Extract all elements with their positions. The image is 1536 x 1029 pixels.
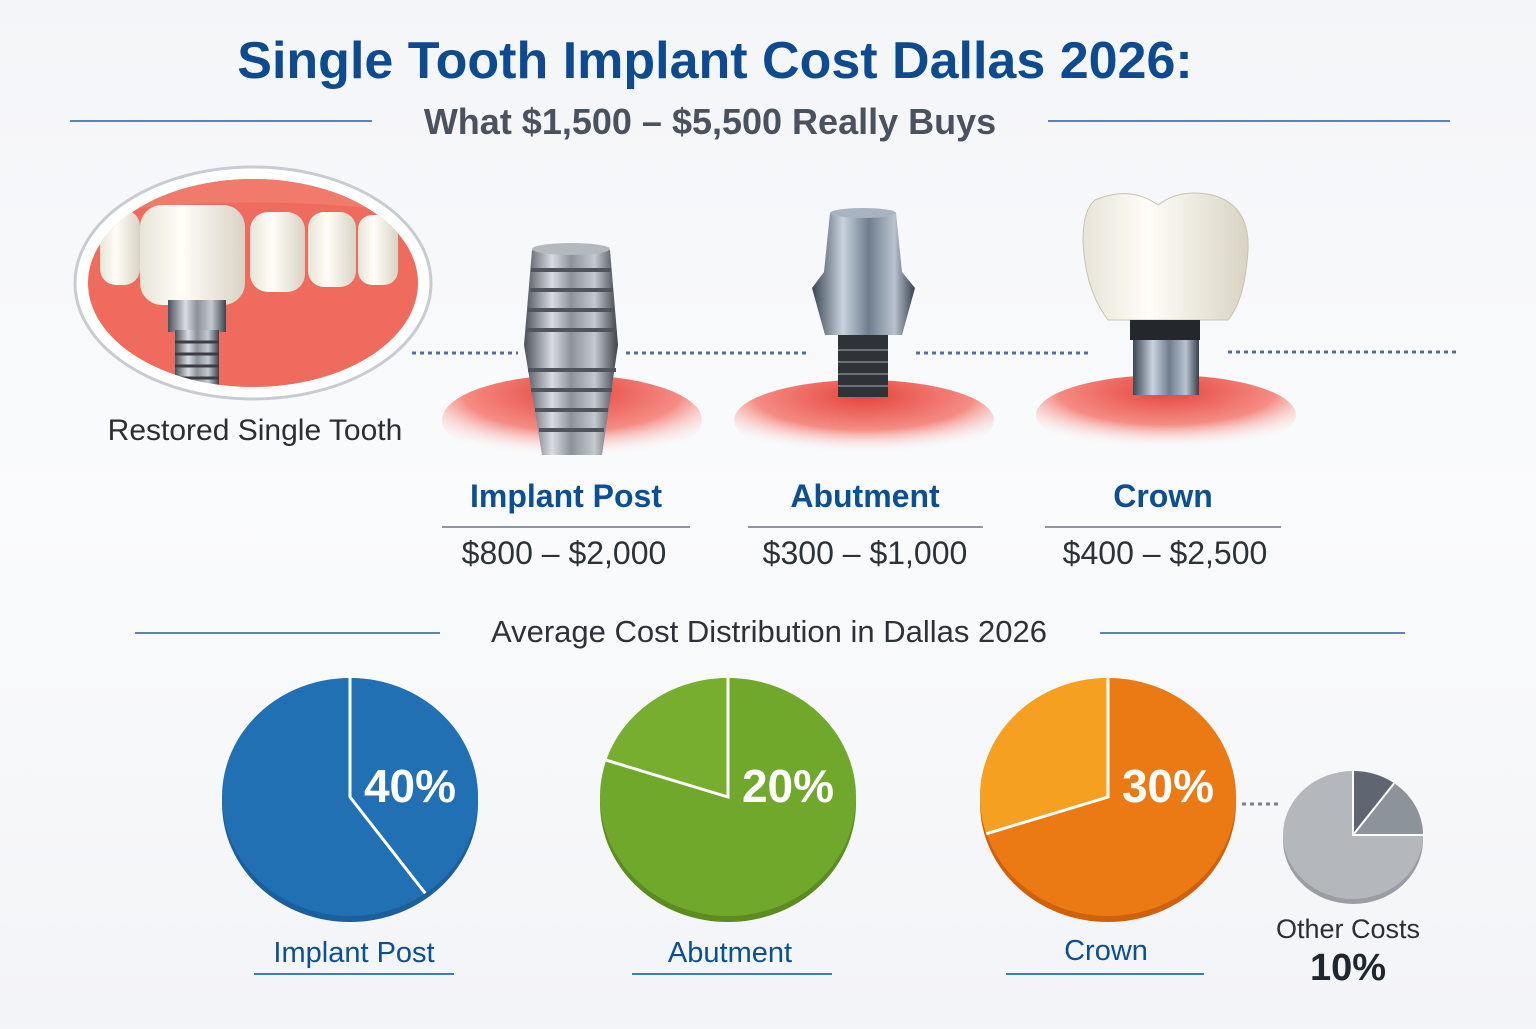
component-name: Implant Post: [470, 478, 662, 514]
component-name: Crown: [1113, 478, 1213, 514]
implant-post-illustration: [442, 243, 702, 465]
restored-tooth-caption: Restored Single Tooth: [108, 414, 403, 447]
abutment-illustration: [734, 208, 994, 460]
pie-slice-other-costs: [1353, 771, 1395, 835]
component-implant-post: Implant Post $800 – $2,000: [442, 478, 690, 571]
slice-divider: [985, 678, 1110, 836]
pie-label-other-costs: Other Costs: [1276, 914, 1420, 944]
pie-value-abutment: 20%: [742, 760, 834, 812]
pie-label-abutment: Abutment: [668, 937, 792, 969]
slice-divider: [1352, 782, 1395, 836]
pie-slice-implant-post: [350, 678, 479, 894]
component-price: $800 – $2,000: [462, 535, 667, 571]
slice-divider: [605, 678, 730, 800]
restored-tooth-illustration: [73, 165, 433, 401]
pie-slice-other-secondary: [1353, 783, 1423, 835]
slice-divider: [348, 678, 427, 895]
page-title: Single Tooth Implant Cost Dallas 2026:: [237, 32, 1192, 90]
pie-label-crown: Crown: [1064, 935, 1148, 967]
component-name: Abutment: [790, 478, 940, 514]
page-subtitle: What $1,500 – $5,500 Really Buys: [424, 101, 996, 142]
component-crown: Crown $400 – $2,500: [1045, 478, 1281, 571]
component-abutment: Abutment $300 – $1,000: [748, 478, 983, 571]
pie-label-implant-post: Implant Post: [273, 937, 434, 969]
pie-slice-crown: [980, 678, 1108, 834]
component-price: $300 – $1,000: [763, 535, 968, 571]
pie-slice-abutment: [606, 678, 728, 797]
pie-value-other-costs: 10%: [1310, 947, 1386, 989]
dotted-connectors: [412, 350, 1460, 355]
chart-title: Average Cost Distribution in Dallas 2026: [491, 614, 1047, 649]
crown-illustration: [1036, 192, 1296, 455]
pie-charts: 40% 20% 30%: [222, 678, 1423, 922]
component-price: $400 – $2,500: [1063, 535, 1268, 571]
pie-value-implant-post: 40%: [364, 760, 456, 812]
pie-value-crown: 30%: [1122, 760, 1214, 812]
